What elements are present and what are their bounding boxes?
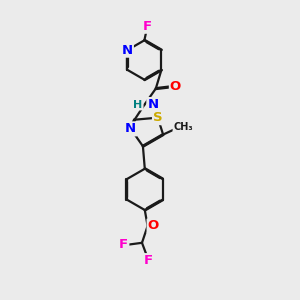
Text: F: F [144, 254, 153, 267]
Text: F: F [142, 20, 152, 33]
Text: N: N [125, 122, 136, 135]
Text: F: F [119, 238, 128, 251]
Text: O: O [148, 219, 159, 232]
Text: O: O [170, 80, 181, 93]
Text: N: N [122, 44, 133, 57]
Text: CH₃: CH₃ [173, 122, 193, 132]
Text: H: H [134, 100, 143, 110]
Text: S: S [153, 111, 163, 124]
Text: N: N [147, 98, 158, 111]
